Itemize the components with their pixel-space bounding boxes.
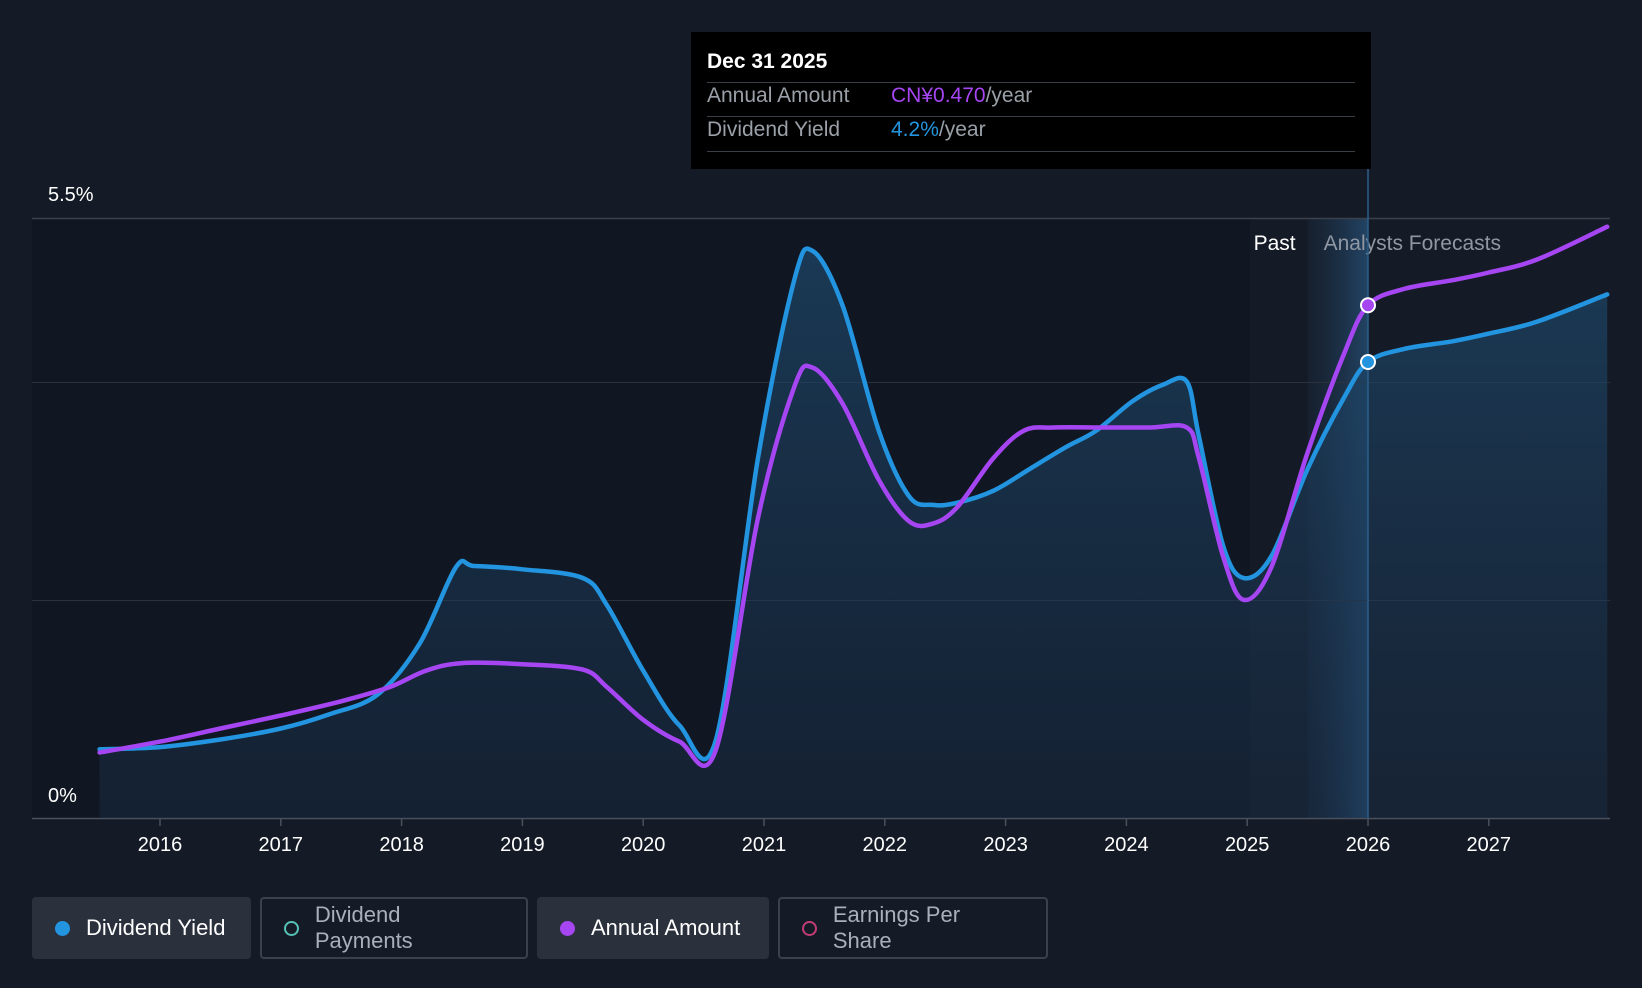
dividend-yield-dot-icon: [55, 920, 70, 936]
x-tick-label: 2016: [138, 834, 183, 856]
tooltip-divider: [707, 82, 1355, 83]
legend: Dividend Yield Dividend Payments Annual …: [32, 897, 1048, 961]
x-tick-label: 2019: [500, 834, 545, 856]
tooltip-amount: CN¥0.470: [891, 84, 986, 107]
annual-amount-line: [97, 224, 1610, 769]
x-tick-label: 2025: [1225, 834, 1270, 856]
x-tick-label: 2022: [863, 834, 908, 856]
legend-annual-amount[interactable]: Annual Amount: [537, 897, 769, 959]
earnings-per-share-dot-icon: [802, 920, 817, 936]
x-tick-label: 2023: [983, 834, 1028, 856]
x-axis-ticks: 2016 2017 2018 2019 2020 2021 2022 2023 2024 2025…: [138, 818, 1511, 856]
annual-amount-dot-icon: [560, 920, 575, 936]
legend-dividend-yield[interactable]: Dividend Yield: [32, 897, 251, 959]
tooltip-divider: [707, 151, 1355, 152]
tooltip-label: Annual Amount: [707, 84, 850, 107]
legend-label: Dividend Yield: [86, 915, 226, 940]
tooltip-value: 4.2%/year: [891, 118, 986, 142]
tooltip-date: Dec 31 2025: [707, 50, 828, 73]
y-label-top: 5.5%: [48, 184, 94, 206]
tooltip-unit: /year: [938, 118, 986, 141]
x-tick-label: 2018: [379, 834, 424, 856]
series-layer: [97, 224, 1610, 818]
forecast-label: Analysts Forecasts: [1324, 232, 1501, 255]
y-label-bottom: 0%: [48, 785, 77, 807]
past-label: Past: [1254, 232, 1296, 255]
x-tick-label: 2024: [1104, 834, 1149, 856]
dividend-yield-area: [99, 248, 1608, 818]
dividend-payments-dot-icon: [284, 920, 299, 936]
tooltip-divider: [707, 116, 1355, 117]
tooltip-unit: /year: [985, 84, 1033, 107]
legend-label: Dividend Payments: [314, 902, 413, 953]
dividend-yield-line: [97, 246, 1610, 762]
dividend-yield-marker: [1360, 354, 1376, 370]
legend-label: Annual Amount: [591, 915, 741, 940]
tooltip: Dec 31 2025 Annual Amount CN¥0.470/year …: [691, 32, 1371, 169]
x-tick-label: 2026: [1346, 834, 1391, 856]
tooltip-row-dividend-yield: Dividend Yield 4.2%/year: [707, 116, 1355, 150]
marker-layer: [1360, 297, 1376, 370]
x-tick-label: 2021: [742, 834, 787, 856]
legend-dividend-payments[interactable]: Dividend Payments: [260, 897, 528, 959]
x-tick-label: 2020: [621, 834, 666, 856]
tooltip-label: Dividend Yield: [707, 118, 841, 141]
legend-earnings-per-share[interactable]: Earnings Per Share: [778, 897, 1048, 959]
annual-amount-marker: [1360, 297, 1376, 314]
legend-label: Earnings Per Share: [832, 902, 961, 953]
x-tick-label: 2027: [1467, 834, 1512, 856]
tooltip-row-annual-amount: Annual Amount CN¥0.470/year: [707, 82, 1355, 116]
tooltip-yield: 4.2%: [891, 118, 939, 141]
x-tick-label: 2017: [259, 834, 304, 856]
tooltip-value: CN¥0.470/year: [891, 84, 1032, 108]
